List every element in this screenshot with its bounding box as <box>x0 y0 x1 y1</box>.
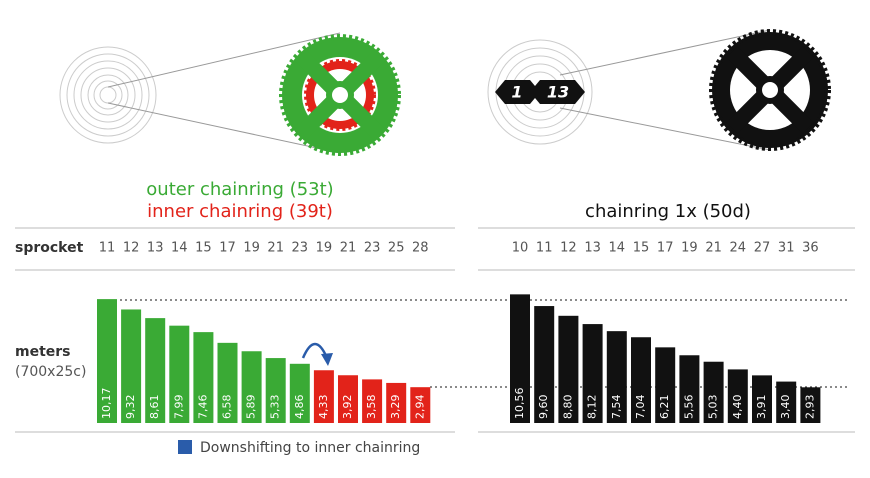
value-label: 8,12 <box>586 395 599 420</box>
logo-1x13: 1 13 <box>495 80 585 104</box>
bar <box>703 361 724 423</box>
value-label: 2,93 <box>803 395 816 420</box>
bar <box>776 381 797 423</box>
value-label: 5,89 <box>245 395 258 420</box>
legend-inner: inner chainring (39t) <box>147 201 333 222</box>
value-label: 3,40 <box>779 395 792 420</box>
bar <box>313 370 334 423</box>
x-tick-label: 21 <box>267 241 284 256</box>
bar <box>534 306 555 423</box>
chainring-green <box>279 34 401 156</box>
bar <box>558 315 579 423</box>
x-tick-label: 27 <box>754 241 771 256</box>
value-label: 7,04 <box>634 395 647 420</box>
bar <box>362 379 383 423</box>
value-label: 7,54 <box>610 395 623 420</box>
x-tick-label: 12 <box>560 241 577 256</box>
value-label: 2,94 <box>413 395 426 420</box>
x-tick-label: 19 <box>681 241 698 256</box>
x-tick-label: 21 <box>705 241 722 256</box>
legend-outer: outer chainring (53t) <box>146 179 333 200</box>
bar <box>679 355 700 423</box>
x-tick-label: 31 <box>778 241 795 256</box>
value-label: 6,21 <box>658 395 671 420</box>
y-sublabel: (700x25c) <box>15 364 86 380</box>
value-label: 4,33 <box>317 395 330 420</box>
value-label: 3,29 <box>389 395 402 420</box>
bar <box>606 331 627 423</box>
y-label: meters <box>15 344 71 360</box>
svg-text:13: 13 <box>547 83 569 102</box>
value-label: 8,61 <box>148 395 161 420</box>
value-label: 3,92 <box>341 395 354 420</box>
value-label: 4,86 <box>293 395 306 420</box>
arrow-head <box>321 353 333 366</box>
value-label: 7,99 <box>172 395 185 420</box>
bar <box>800 387 821 423</box>
chainring-black <box>709 29 831 151</box>
x-tick-label: 17 <box>657 241 674 256</box>
value-label: 3,91 <box>755 395 768 420</box>
x-tick-label: 19 <box>316 241 333 256</box>
svg-text:1: 1 <box>511 83 522 102</box>
x-tick-label: 13 <box>147 241 164 256</box>
bar <box>727 369 748 423</box>
bar <box>386 382 407 423</box>
bar <box>265 358 286 423</box>
x-tick-label: 23 <box>292 241 309 256</box>
x-tick-label: 23 <box>364 241 381 256</box>
value-label: 5,33 <box>269 395 282 420</box>
x-label: sprocket <box>15 240 84 256</box>
value-label: 5,03 <box>707 395 720 420</box>
value-label: 9,32 <box>124 395 137 420</box>
bar <box>145 318 166 423</box>
bar <box>631 337 651 423</box>
x-tick-label: 21 <box>340 241 357 256</box>
bar <box>510 294 530 423</box>
x-tick-label: 11 <box>99 241 116 256</box>
bar <box>241 351 262 423</box>
x-tick-label: 28 <box>412 241 429 256</box>
bar <box>582 324 603 423</box>
x-tick-label: 15 <box>195 241 212 256</box>
bar <box>217 342 238 423</box>
bar <box>410 387 431 423</box>
x-tick-label: 17 <box>219 241 236 256</box>
value-label: 7,46 <box>196 395 209 420</box>
bar <box>289 363 310 423</box>
value-label: 9,60 <box>537 395 550 420</box>
x-tick-label: 19 <box>243 241 260 256</box>
bar <box>121 309 142 423</box>
annotation-swatch <box>178 440 192 454</box>
annotation: Downshifting to inner chainring <box>200 440 420 456</box>
x-tick-label: 25 <box>388 241 405 256</box>
x-tick-label: 12 <box>123 241 140 256</box>
value-label: 5,56 <box>682 395 695 420</box>
value-label: 10,17 <box>100 388 113 420</box>
value-label: 4,40 <box>731 395 744 420</box>
bar <box>752 375 772 423</box>
value-label: 3,58 <box>365 395 378 420</box>
x-tick-label: 24 <box>730 241 747 256</box>
bar <box>655 347 676 423</box>
x-tick-label: 15 <box>633 241 650 256</box>
x-tick-label: 10 <box>512 241 529 256</box>
chart-title: chainring 1x (50d) <box>585 201 751 222</box>
x-tick-label: 13 <box>584 241 601 256</box>
drivetrain-left <box>59 32 341 154</box>
x-tick-label: 14 <box>609 241 626 256</box>
bar <box>338 375 358 423</box>
value-label: 6,58 <box>221 395 234 420</box>
x-tick-label: 14 <box>171 241 188 256</box>
rules <box>15 227 855 433</box>
value-label: 10,56 <box>513 388 526 420</box>
x-tick-label: 36 <box>802 241 819 256</box>
value-label: 8,80 <box>561 395 574 420</box>
bar <box>169 325 190 423</box>
x-tick-label: 11 <box>536 241 553 256</box>
bar <box>193 332 214 423</box>
bar <box>97 299 117 423</box>
